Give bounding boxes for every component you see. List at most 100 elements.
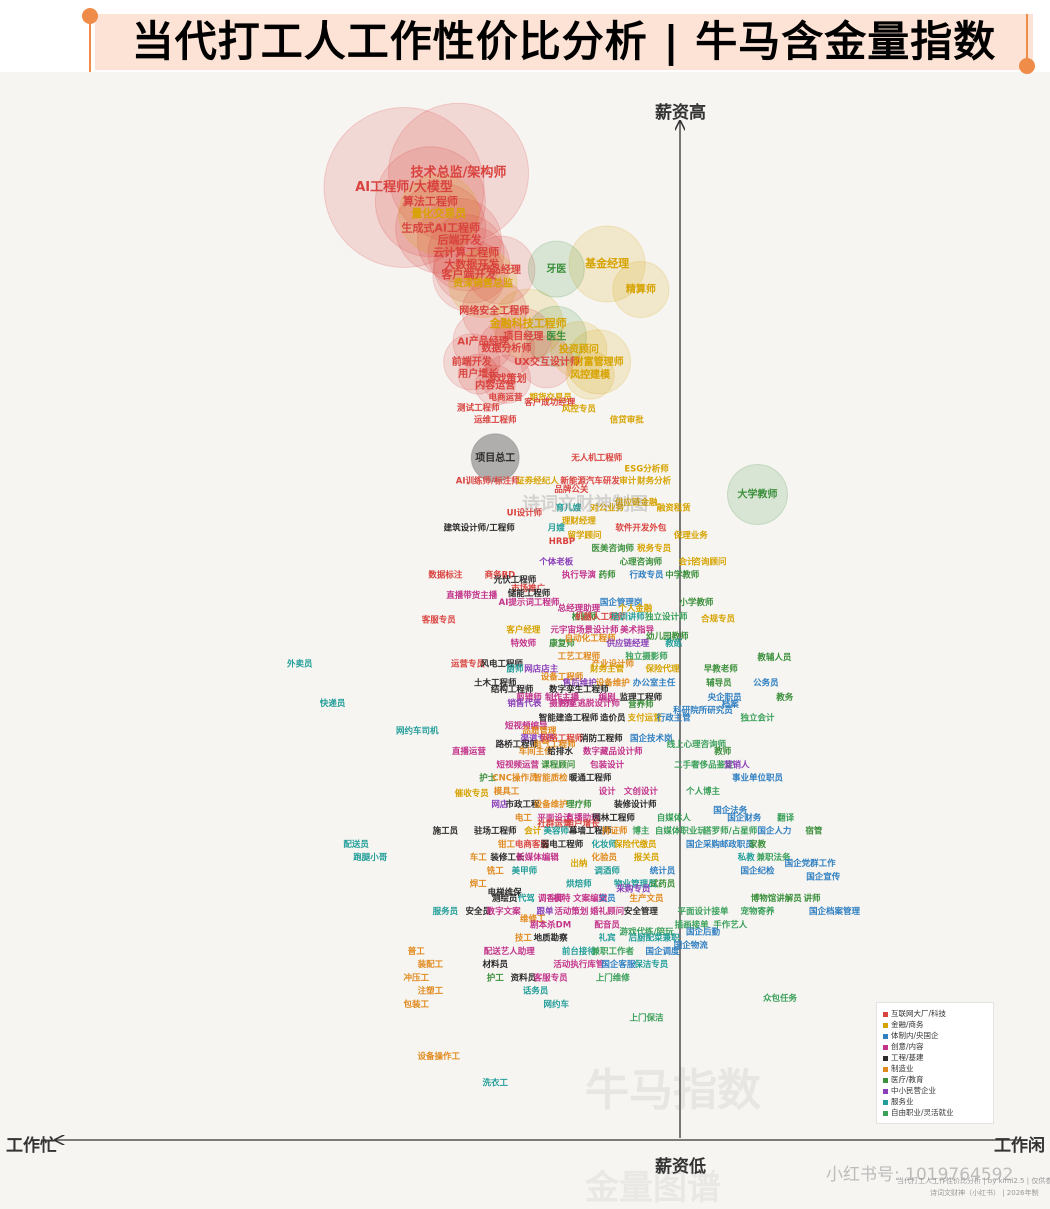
point-label-119: 快递员	[320, 698, 346, 709]
page-title: 当代打工人工作性价比分析 | 牛马含金量指数	[131, 17, 997, 66]
point-label-124: 营养师	[628, 699, 654, 710]
point-label-141: 线上心理咨询师	[667, 739, 727, 750]
credit-line-1: 当代打工人工作性价比分析 | by kimi2.5 | 仅供参考	[897, 1177, 1050, 1185]
point-label-194: 国企采购	[686, 839, 721, 850]
point-label-172: 自媒体人	[657, 812, 692, 823]
point-label-37: ESG分析师	[624, 464, 669, 475]
point-label-234: 安全管理	[624, 906, 659, 917]
point-label-258: 国企客服	[601, 959, 636, 970]
point-label-50: 建筑设计师/工程师	[443, 523, 516, 534]
point-label-95: 外卖员	[286, 658, 313, 669]
point-label-128: 造价员	[600, 712, 626, 723]
point-label-129: 支付运营	[627, 712, 663, 723]
point-label-114: 剪辑师	[516, 692, 542, 703]
legend-item-1: 金融/商务	[883, 1020, 924, 1029]
point-label-169: 平面设计	[537, 812, 572, 823]
point-label-160: 文创设计	[624, 786, 659, 797]
x-axis-busy-label: 工作忙	[6, 1136, 57, 1156]
point-label-207: 调酒师	[594, 865, 620, 876]
point-label-49: UI设计师	[507, 507, 543, 518]
bubble-18	[452, 311, 514, 372]
point-label-52: 月嫂	[547, 523, 566, 534]
bubble-27	[474, 364, 516, 406]
point-label-60: 心理咨询师	[620, 556, 663, 567]
point-label-225: 生产文员	[630, 893, 665, 904]
point-label-219: 测绘员	[492, 893, 518, 904]
title-accent-line-right	[1026, 14, 1028, 64]
point-label-254: 国企调度	[646, 946, 681, 957]
point-label-77: 个人金融	[617, 603, 653, 614]
point-label-154: 智能质检	[533, 773, 569, 784]
bubble-23	[566, 329, 632, 395]
legend-swatch	[883, 1077, 888, 1083]
legend-swatch	[883, 1055, 888, 1061]
point-label-6: 云计算工程师	[433, 245, 499, 259]
title-highlight	[95, 14, 1033, 70]
point-label-180: 美容师	[544, 826, 570, 837]
bubble-22	[520, 335, 574, 389]
point-label-28: 电商运营	[489, 392, 524, 403]
point-label-127: 智能建造工程师	[538, 712, 599, 723]
point-label-133: 短视频编导	[505, 721, 548, 732]
point-label-193: 保险代缴员	[613, 839, 657, 850]
legend-item-3: 创意/内容	[883, 1042, 924, 1051]
point-label-82: 独立设计师	[644, 611, 688, 622]
bubble-14	[461, 278, 527, 344]
point-label-186: 国企人力	[757, 826, 791, 837]
point-label-131: 独立会计	[739, 712, 775, 723]
point-label-205: 跑腿小哥	[353, 852, 388, 863]
point-label-222: 模特	[553, 893, 571, 904]
point-label-242: 手作艺人	[713, 919, 748, 930]
point-label-76: 总经理助理	[558, 603, 601, 614]
point-label-67: 行政专员	[629, 570, 665, 581]
legend-item-9: 自由职业/灵活就业	[883, 1108, 954, 1117]
legend-label: 工程/基建	[891, 1053, 924, 1062]
point-label-94: 独立摄影师	[624, 651, 668, 662]
point-label-54: 留学顾问	[568, 530, 602, 541]
legend-swatch	[883, 1033, 888, 1039]
point-label-260: 冲压工	[404, 972, 430, 983]
point-label-27: 内容运营	[475, 378, 515, 391]
point-label-43: 品牌公关	[554, 484, 589, 495]
label-layer: 技术总监/架构师AI工程师/大模型算法工程师量化交易员生成式AI工程师后端开发云…	[286, 165, 861, 1089]
point-label-168: 电工	[515, 812, 533, 823]
point-label-86: 美术指导	[620, 625, 655, 636]
point-label-147: 短视频运营	[497, 759, 540, 770]
point-label-158: 模具工	[494, 786, 520, 797]
point-label-75: 小学教师	[678, 597, 714, 608]
point-label-57: 医美咨询师	[591, 543, 634, 554]
point-label-34: 信贷审批	[610, 415, 645, 426]
legend-label: 服务业	[891, 1097, 914, 1106]
point-label-203: 兼职法务	[755, 852, 791, 863]
point-label-206: 出纳	[570, 858, 587, 869]
point-label-102: 财务主管	[589, 663, 625, 674]
point-label-130: 行政主管	[656, 712, 692, 723]
legend-swatch	[883, 1022, 888, 1028]
bubble-26	[482, 354, 531, 404]
bubble-24	[457, 353, 499, 395]
point-label-224: 文员	[599, 893, 617, 904]
point-label-237: 国企档案管理	[809, 906, 861, 917]
point-label-195: 邮政职员	[720, 839, 755, 850]
point-label-48: 融资租赁	[657, 502, 692, 513]
bubble-9	[466, 235, 536, 305]
bubble-44	[726, 464, 788, 525]
point-label-35: 项目总工	[475, 451, 515, 464]
bubble-11	[527, 240, 585, 298]
legend-label: 医疗/教育	[891, 1075, 924, 1084]
bubble-0	[388, 102, 530, 244]
point-label-71: 直播带货主播	[446, 590, 498, 601]
point-label-152: 护士	[479, 773, 497, 784]
point-label-159: 设计	[599, 786, 617, 797]
point-label-145: 数字藏品设计师	[583, 746, 643, 757]
bubble-layer	[323, 102, 788, 525]
point-label-5: 后端开发	[438, 233, 483, 247]
point-label-153: CNC操作员	[492, 773, 538, 784]
point-label-117: 央企职员	[708, 692, 743, 703]
bubble-5	[417, 198, 502, 284]
point-label-164: 设备维护	[534, 799, 569, 810]
point-label-30: 客户成功经理	[523, 397, 576, 408]
point-label-62: 咨询顾问	[693, 556, 727, 567]
point-label-227: 讲师	[803, 893, 821, 904]
point-label-0: 技术总监/架构师	[411, 165, 507, 181]
